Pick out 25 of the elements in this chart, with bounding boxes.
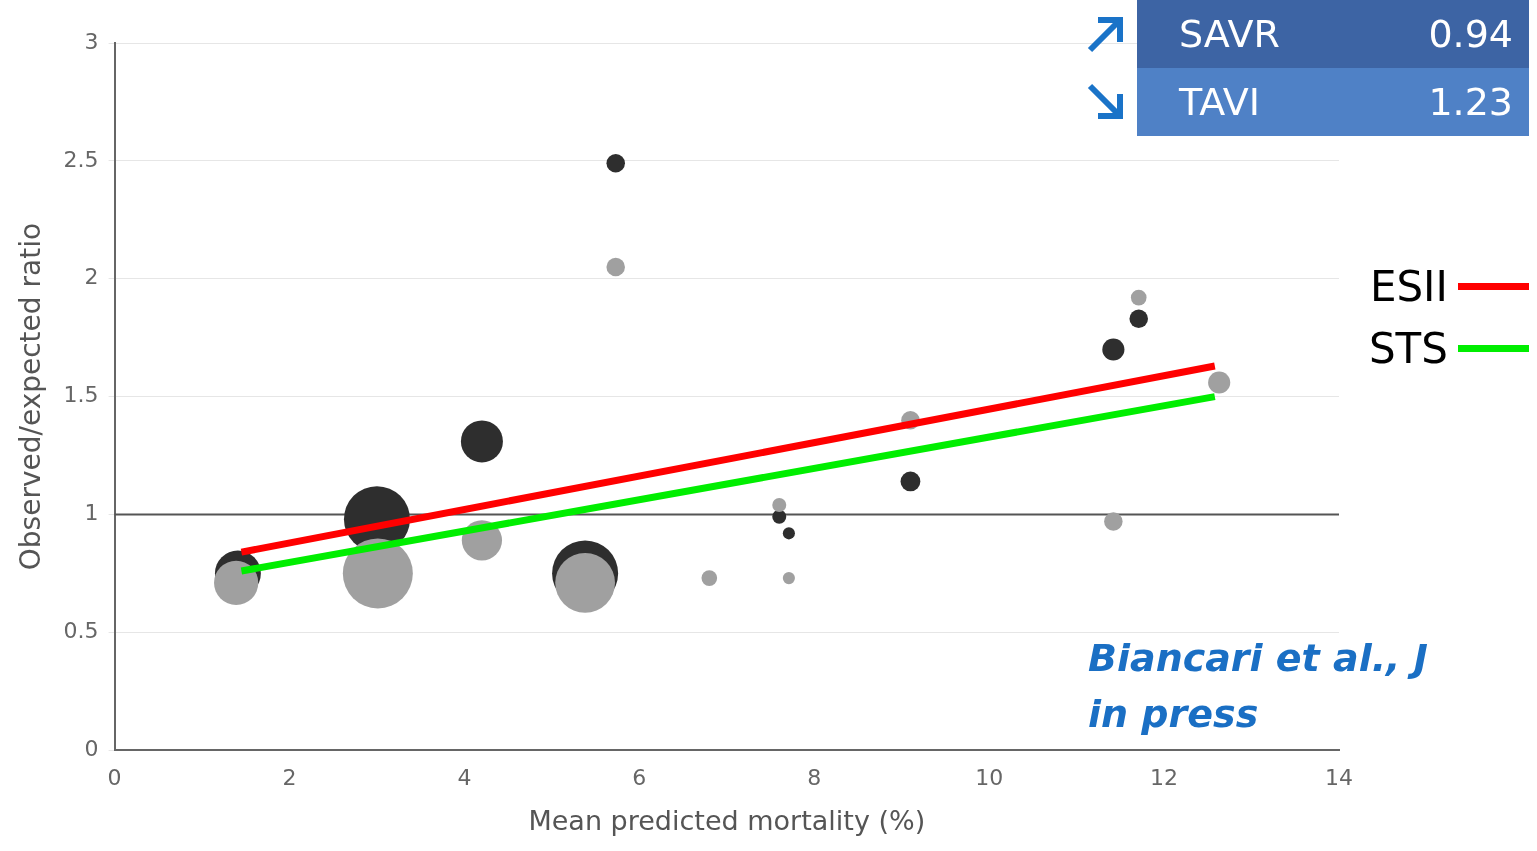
x-tick-label: 6	[632, 765, 647, 791]
x-tick-label: 0	[107, 765, 122, 791]
x-tick-label: 8	[807, 765, 822, 791]
y-tick-label: 0	[84, 735, 99, 761]
y-tick-label: 1.5	[63, 382, 99, 408]
text: 0.94	[1428, 12, 1513, 56]
x-axis-title: Mean predicted mortality (%)	[528, 804, 926, 836]
legend-label: STS	[1367, 324, 1448, 374]
text: 1.23	[1428, 80, 1513, 124]
y-tick-label: 0.5	[63, 618, 99, 644]
x-tick-label: 4	[457, 765, 472, 791]
y-tick-label: 1	[84, 500, 99, 526]
annotation: SAVR	[1179, 12, 1280, 56]
x-tick-label: 12	[1150, 765, 1179, 791]
x-tick-label: 14	[1325, 765, 1353, 791]
y-tick-label: 3	[84, 28, 99, 54]
x-tick-label: 2	[282, 765, 297, 791]
legend-label: ESII	[1368, 262, 1448, 312]
annotation: TAVI	[1179, 80, 1261, 124]
annotation: in press	[1088, 691, 1260, 738]
x-tick-label: 10	[975, 765, 1004, 791]
annotation: Biancari et al., J	[1088, 635, 1428, 682]
y-tick-label: 2	[84, 264, 99, 290]
y-axis-title: Observed/expected ratio	[14, 222, 48, 571]
y-tick-label: 2.5	[63, 146, 99, 172]
